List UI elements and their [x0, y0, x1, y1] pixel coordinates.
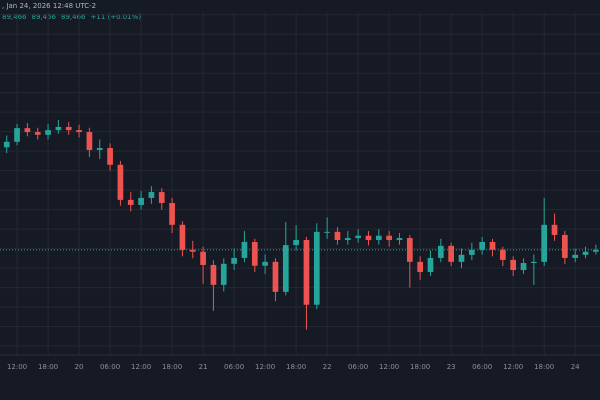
candle-body — [55, 126, 62, 131]
legend-value: 89,456 — [32, 13, 57, 21]
candle-body — [417, 261, 423, 272]
x-tick-label: 12:00 — [379, 363, 399, 371]
candle-body — [448, 245, 455, 262]
candle-body — [427, 257, 434, 272]
candle-body — [313, 231, 320, 305]
chart-title: , Jan 24, 2026 12:48 UTC-2 — [2, 2, 96, 10]
candle-body — [220, 263, 227, 285]
x-tick-label: 18:00 — [162, 363, 182, 371]
candle-body — [355, 235, 361, 239]
candle-body — [551, 224, 558, 235]
candle-body — [169, 202, 175, 225]
candle-body — [76, 130, 82, 133]
ohlc-legend: 89,466 89,456 89,466 +11 (+0.01%) — [2, 13, 141, 21]
candle-body — [189, 249, 196, 252]
candle-body — [272, 261, 279, 292]
candle-body — [500, 249, 506, 260]
candle-body — [127, 199, 134, 205]
legend-value: 89,466 — [2, 13, 27, 21]
candle-body — [107, 148, 113, 165]
candle-body — [303, 240, 310, 305]
candle-body — [282, 245, 289, 292]
candle-body — [572, 254, 579, 258]
candle-body — [210, 264, 217, 285]
x-tick-label: 06:00 — [100, 363, 120, 371]
candle-body — [200, 251, 206, 265]
candle-body — [489, 241, 496, 250]
x-tick-label: 20 — [75, 363, 84, 371]
candle-body — [375, 235, 382, 241]
candle-body — [324, 231, 330, 233]
candle-body — [262, 261, 268, 266]
candle-body — [365, 235, 372, 241]
candle-body — [138, 197, 144, 205]
candle-body — [396, 238, 403, 241]
x-tick-label: 12:00 — [131, 363, 151, 371]
x-tick-label: 18:00 — [534, 363, 554, 371]
candle-body — [293, 240, 299, 246]
x-tick-label: 12:00 — [503, 363, 523, 371]
candle-body — [386, 235, 392, 241]
candle-body — [458, 254, 465, 262]
candle-body — [520, 263, 527, 271]
candle-body — [24, 128, 31, 133]
candle-body — [510, 259, 517, 271]
candle-body — [158, 192, 165, 203]
x-tick-label: 12:00 — [255, 363, 275, 371]
legend-value: +11 (+0.01%) — [91, 13, 142, 21]
x-tick-label: 18:00 — [410, 363, 430, 371]
candle-body — [148, 192, 155, 198]
x-tick-label: 21 — [199, 363, 208, 371]
candle-body — [334, 231, 341, 241]
candle-body — [531, 261, 537, 264]
candle-body — [582, 251, 589, 255]
candle-body — [14, 128, 20, 142]
x-tick-label: 06:00 — [224, 363, 244, 371]
candle-body — [541, 224, 548, 262]
candle-body — [3, 141, 10, 148]
candle-body — [344, 238, 351, 241]
candle-body — [179, 224, 186, 250]
candle-body — [479, 241, 486, 250]
candle-body — [45, 130, 51, 135]
x-tick-label: 12:00 — [7, 363, 27, 371]
candle-body — [231, 257, 237, 264]
candle-body — [468, 249, 475, 255]
candle-body — [96, 148, 103, 150]
candle-body — [406, 238, 413, 262]
x-tick-label: 24 — [571, 363, 580, 371]
x-tick-label: 22 — [323, 363, 332, 371]
candle-body — [437, 245, 444, 258]
x-tick-label: 18:00 — [286, 363, 306, 371]
candle-body — [117, 164, 124, 200]
candle-body — [562, 234, 568, 258]
candle-body — [65, 126, 72, 131]
candle-body — [241, 241, 248, 258]
x-tick-label: 06:00 — [348, 363, 368, 371]
x-tick-label: 23 — [447, 363, 456, 371]
candle-body — [34, 132, 41, 135]
candle-body — [86, 132, 93, 150]
candle-body — [593, 249, 599, 252]
x-tick-label: 18:00 — [38, 363, 58, 371]
legend-value: 89,466 — [61, 13, 86, 21]
candle-body — [251, 241, 258, 266]
x-tick-label: 06:00 — [472, 363, 492, 371]
